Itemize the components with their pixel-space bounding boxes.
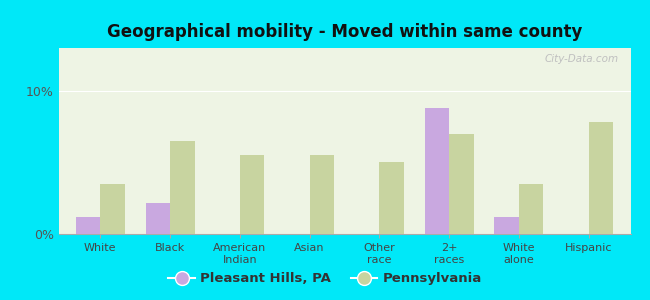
Bar	[309, 155, 334, 234]
Legend: Pleasant Hills, PA, Pennsylvania: Pleasant Hills, PA, Pennsylvania	[163, 267, 487, 290]
Text: City-Data.com: City-Data.com	[545, 54, 619, 64]
Bar	[589, 122, 613, 234]
Bar	[380, 163, 404, 234]
Bar	[76, 217, 100, 234]
Bar	[100, 184, 125, 234]
Bar	[170, 141, 194, 234]
Bar	[146, 202, 170, 234]
Title: Geographical mobility - Moved within same county: Geographical mobility - Moved within sam…	[107, 23, 582, 41]
Bar	[449, 134, 474, 234]
Bar	[240, 155, 265, 234]
Bar	[519, 184, 543, 234]
Bar	[495, 217, 519, 234]
Bar	[424, 108, 449, 234]
